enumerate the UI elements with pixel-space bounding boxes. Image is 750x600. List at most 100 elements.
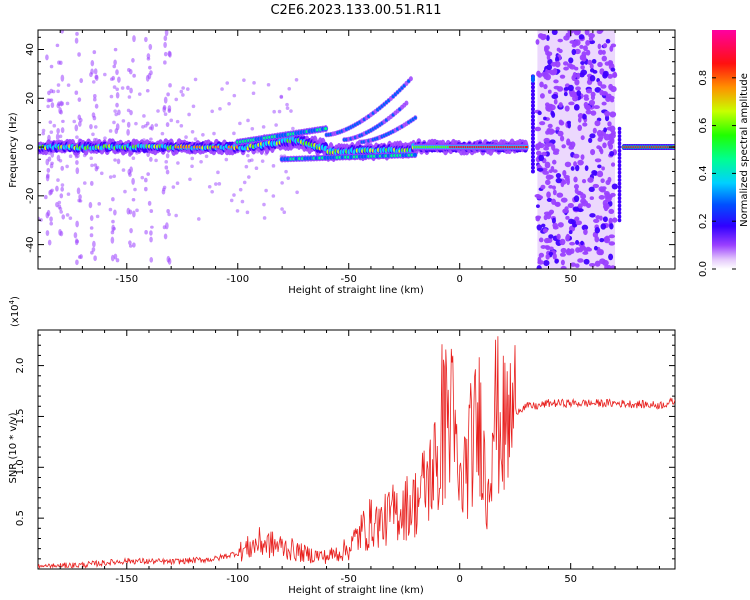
spectral-cell	[46, 167, 51, 173]
spectral-cell	[577, 117, 582, 123]
spectral-cell	[530, 81, 535, 86]
spectral-cell	[207, 184, 212, 189]
spectral-cell	[149, 230, 153, 236]
spectral-cell	[551, 94, 559, 100]
spectral-cell	[551, 30, 558, 36]
spectral-cell	[596, 145, 601, 150]
spectral-cell	[594, 120, 601, 127]
spectral-cell	[608, 133, 613, 138]
spectral-cell	[580, 154, 585, 160]
spectral-cell	[66, 192, 71, 196]
spectral-cell	[59, 193, 64, 199]
spectral-cell	[115, 91, 120, 99]
spectral-cell	[530, 169, 535, 174]
spectral-cell	[179, 89, 184, 94]
spectral-cell	[164, 30, 169, 37]
spectral-cell	[558, 102, 563, 108]
spectral-cell	[49, 221, 54, 226]
spectral-cell	[60, 186, 64, 192]
spectral-cell	[582, 122, 588, 127]
spectrogram-x-ticks: -150 -100 -50 0 50	[59, 30, 660, 285]
spectral-cell	[115, 258, 120, 263]
spectral-cell	[117, 109, 121, 116]
spectral-cell	[113, 253, 118, 260]
spectral-cell	[188, 177, 192, 182]
spectral-cell	[74, 154, 79, 159]
spectral-cell	[75, 167, 80, 175]
spectral-cell	[577, 208, 584, 213]
spectral-cell	[218, 107, 222, 111]
spectral-cell	[540, 245, 547, 249]
spectral-cell	[537, 260, 545, 265]
colorbar-tick-label: 0.2	[698, 213, 709, 229]
spectral-cell	[58, 207, 63, 211]
spectral-cell	[140, 175, 145, 180]
spectral-cell	[546, 128, 552, 133]
spectral-cell	[608, 217, 613, 224]
spectral-cell	[552, 151, 560, 155]
spectral-cell	[154, 123, 159, 127]
spectral-cell	[75, 135, 79, 139]
spectral-cell	[536, 224, 542, 231]
spectral-cell	[579, 54, 587, 61]
spectral-cell	[530, 154, 535, 159]
x-tick-label: 50	[564, 274, 577, 285]
spectral-cell	[274, 123, 278, 127]
spectral-cell	[556, 192, 564, 198]
spectral-cell	[546, 197, 553, 203]
spectral-cell	[123, 189, 127, 194]
spectral-cell	[546, 64, 553, 71]
spectral-cell	[404, 100, 409, 106]
spectral-cell	[77, 97, 82, 102]
spectral-cell	[113, 59, 117, 66]
colorbar-label: Normalized spectral amplitude	[739, 73, 750, 227]
spectral-cell	[143, 124, 148, 128]
spectral-cell	[593, 105, 600, 110]
spectral-cell	[580, 198, 587, 204]
spectral-cell	[175, 181, 180, 186]
spectral-cell	[115, 87, 120, 92]
spectral-cell	[39, 218, 43, 222]
spectral-cell	[112, 174, 117, 179]
spectral-cell	[543, 137, 550, 144]
spectral-cell	[568, 101, 575, 106]
spectral-cell	[577, 124, 583, 131]
spectral-cell	[279, 94, 284, 99]
spectral-cell	[599, 148, 604, 155]
svg-text:(x104): (x104)	[8, 296, 21, 327]
spectral-cell	[132, 210, 136, 218]
spectral-cell	[225, 81, 230, 85]
spectral-cell	[111, 197, 115, 202]
x-tick-label: 50	[564, 574, 577, 585]
spectral-cell	[587, 59, 593, 66]
spectral-cell	[413, 116, 417, 120]
spectral-cell	[541, 223, 546, 228]
spectral-cell	[94, 103, 99, 109]
colorbar-tick-label: 0.8	[698, 70, 709, 86]
spectral-cell	[585, 109, 592, 115]
spectral-cell	[557, 130, 564, 137]
spectral-cell	[551, 198, 557, 205]
spectral-cell	[558, 119, 563, 126]
spectral-cell	[556, 47, 561, 52]
spectral-cell	[91, 80, 96, 84]
spectral-cell	[559, 74, 566, 79]
spectral-cell	[617, 134, 622, 139]
spectral-cell	[128, 240, 132, 246]
spectral-cell	[163, 112, 168, 117]
spectral-cell	[572, 71, 577, 79]
spectral-cell	[50, 102, 55, 108]
spectral-cell	[530, 114, 535, 119]
spectral-cell	[110, 236, 115, 244]
spectral-cell	[597, 43, 602, 50]
snr-plot-area	[38, 336, 675, 569]
spectral-cell	[128, 244, 133, 248]
spectral-cell	[150, 124, 154, 131]
spectral-cell	[126, 85, 130, 91]
spectral-cell	[609, 111, 617, 118]
spectral-cell	[294, 77, 299, 82]
spectral-cell	[548, 246, 554, 251]
spectral-cell	[560, 197, 568, 203]
spectral-cell	[260, 159, 265, 163]
spectral-cell	[608, 83, 614, 91]
